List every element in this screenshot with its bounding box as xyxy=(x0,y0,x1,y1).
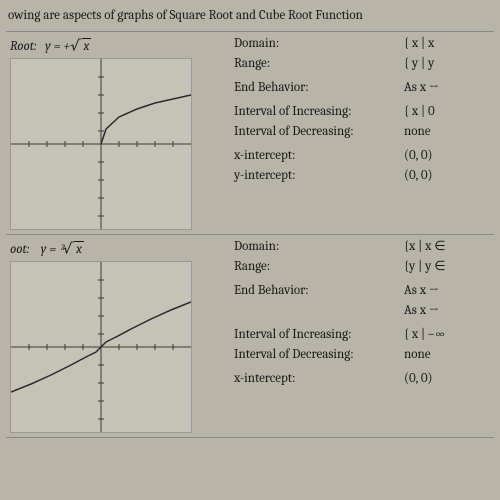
graph-cbrt xyxy=(10,261,192,433)
function-label: oot: y = 3√x xyxy=(6,239,226,257)
prop-decreasing: Interval of Decreasing:none xyxy=(234,347,494,365)
prop-domain: Domain:{ x | x xyxy=(234,36,494,54)
prop-x-intercept: x-intercept:(0, 0) xyxy=(234,148,494,166)
prop-y-intercept: y-intercept:(0, 0) xyxy=(234,168,494,186)
prop-end-behavior: End Behavior:As x → xyxy=(234,80,494,98)
prop-x-intercept: x-intercept:(0, 0) xyxy=(234,371,494,389)
prop-range: Range:{y | y ∈ xyxy=(234,259,494,277)
prop-end-behavior-2: As x → xyxy=(234,303,494,321)
page: owing are aspects of graphs of Square Ro… xyxy=(0,0,500,446)
function-label: Root: y = +√x xyxy=(6,36,226,54)
prop-end-behavior: End Behavior:As x → xyxy=(234,283,494,301)
section-cbrt: oot: y = 3√x xyxy=(6,235,494,438)
page-title: owing are aspects of graphs of Square Ro… xyxy=(6,8,494,23)
prop-range: Range:{ y | y xyxy=(234,56,494,74)
graph-sqrt xyxy=(10,58,192,230)
graph-cbrt-svg xyxy=(11,262,191,432)
properties-cbrt: Domain:{x | x ∈ Range:{y | y ∈ End Behav… xyxy=(226,239,494,433)
prop-domain: Domain:{x | x ∈ xyxy=(234,239,494,257)
prop-increasing: Interval of Increasing:{ x | 0 xyxy=(234,104,494,122)
left-col: Root: y = +√x xyxy=(6,36,226,230)
prop-increasing: Interval of Increasing:{ x | –∞ xyxy=(234,327,494,345)
prop-decreasing: Interval of Decreasing:none xyxy=(234,124,494,142)
graph-sqrt-svg xyxy=(11,59,191,229)
section-sqrt: Root: y = +√x Domain xyxy=(6,31,494,235)
properties-sqrt: Domain:{ x | x Range:{ y | y End Behavio… xyxy=(226,36,494,230)
left-col: oot: y = 3√x xyxy=(6,239,226,433)
